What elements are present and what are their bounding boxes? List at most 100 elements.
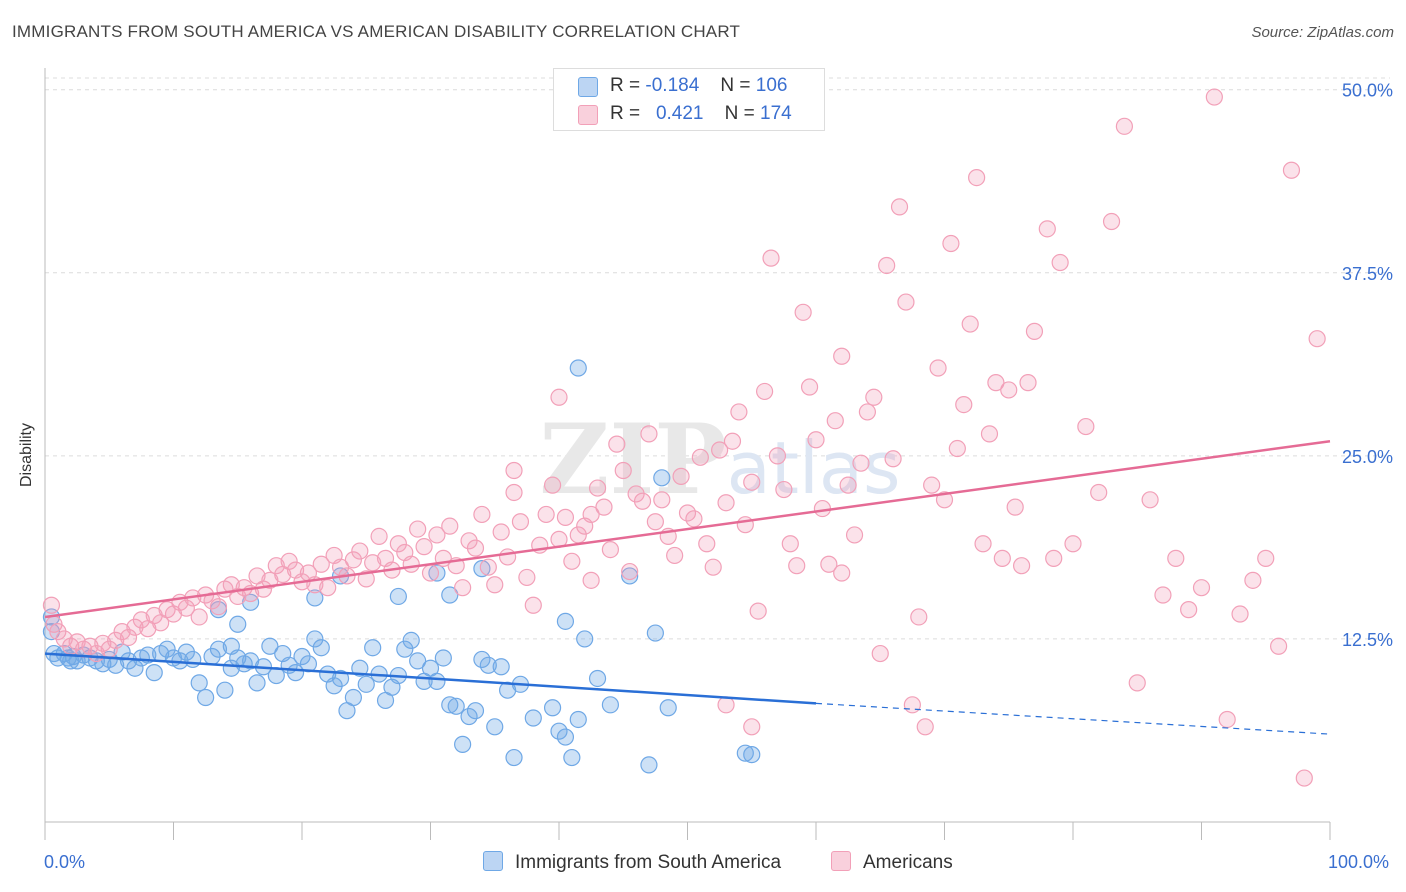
point-americans [505, 461, 523, 480]
n-value-pink: 174 [760, 103, 792, 124]
point-immigrants [209, 640, 228, 658]
point-americans [903, 696, 921, 714]
n-value-blue: 106 [755, 75, 788, 96]
point-americans [1244, 571, 1262, 589]
y-tick-label: 25.0% [1342, 447, 1393, 467]
point-americans [1269, 637, 1288, 655]
point-immigrants [454, 735, 472, 753]
point-immigrants [473, 650, 491, 669]
point-americans [691, 448, 709, 466]
point-americans [672, 467, 690, 485]
point-americans [486, 576, 504, 594]
point-immigrants [479, 656, 497, 674]
point-immigrants [441, 696, 459, 714]
point-americans [582, 505, 600, 524]
point-americans [1038, 220, 1056, 238]
point-americans [267, 557, 285, 575]
point-americans [132, 611, 150, 629]
point-americans [479, 558, 497, 576]
point-americans [614, 461, 632, 480]
source-label: Source: ZipAtlas.com [1251, 24, 1394, 41]
point-americans [319, 579, 337, 597]
point-immigrants [659, 699, 677, 717]
point-americans [968, 168, 986, 187]
point-americans [1025, 322, 1044, 340]
gridlines [45, 77, 1390, 640]
point-americans [177, 599, 195, 617]
point-immigrants [306, 630, 324, 648]
point-americans [364, 554, 382, 572]
point-americans [389, 535, 407, 553]
blue-swatch [483, 851, 503, 871]
correlation-legend: R = -0.184 N = 106 R = 0.421 N = 174 [553, 68, 825, 131]
point-americans [890, 198, 909, 216]
point-americans [929, 359, 947, 377]
point-americans [441, 517, 459, 535]
r-label: R = [610, 75, 641, 96]
point-americans [685, 510, 703, 528]
point-americans [653, 491, 671, 509]
point-americans [524, 596, 542, 614]
point-americans [1218, 710, 1236, 729]
point-immigrants [396, 640, 414, 658]
point-immigrants [216, 681, 234, 699]
n-label: N = [720, 75, 751, 96]
point-americans [743, 718, 761, 736]
r-label: R = [610, 103, 641, 124]
point-americans [781, 535, 799, 553]
point-americans [473, 505, 491, 524]
point-immigrants [158, 640, 176, 658]
series-americans-points [42, 88, 1326, 787]
point-immigrants [621, 567, 639, 585]
point-americans [1308, 330, 1326, 348]
point-americans [884, 450, 902, 468]
point-americans [42, 596, 61, 614]
point-americans [646, 513, 664, 531]
point-immigrants [428, 564, 446, 582]
point-americans [942, 234, 960, 253]
point-americans [492, 523, 510, 541]
point-americans [499, 548, 517, 566]
point-americans [1064, 535, 1082, 553]
point-immigrants [389, 587, 407, 606]
point-americans [351, 542, 369, 560]
series-immigrants-points [42, 359, 761, 774]
point-immigrants [364, 639, 382, 657]
point-americans [595, 498, 613, 516]
point-americans [1128, 674, 1146, 692]
point-americans [711, 441, 729, 459]
point-americans [910, 608, 928, 626]
point-americans [1257, 549, 1275, 567]
trend-line-immigrants [44, 652, 817, 705]
point-americans [402, 555, 420, 573]
axes [44, 68, 1331, 840]
point-americans [1115, 117, 1134, 135]
point-americans [820, 555, 838, 573]
point-americans [190, 608, 208, 626]
point-immigrants [184, 650, 202, 669]
point-americans [421, 564, 440, 582]
point-americans [1051, 253, 1069, 272]
point-immigrants [351, 659, 369, 677]
point-immigrants [743, 746, 761, 764]
point-americans [916, 718, 934, 736]
point-americans [768, 447, 787, 465]
point-americans [845, 526, 864, 544]
point-immigrants [653, 469, 671, 487]
watermark: ZIPatlas [539, 403, 900, 516]
point-americans [858, 403, 877, 421]
point-americans [923, 476, 941, 494]
y-tick-label: 12.5% [1342, 630, 1393, 650]
point-americans [119, 628, 138, 647]
point-americans [203, 592, 221, 610]
r-value-blue: -0.184 [645, 75, 700, 96]
point-americans [865, 388, 883, 406]
point-americans [537, 505, 555, 524]
trend-line-immigrants-extension [815, 702, 1331, 735]
point-americans [755, 382, 774, 401]
r-value-pink: 0.421 [655, 103, 704, 124]
point-immigrants [428, 672, 446, 691]
point-immigrants [190, 674, 208, 692]
point-americans [800, 378, 819, 396]
point-immigrants [492, 658, 510, 676]
